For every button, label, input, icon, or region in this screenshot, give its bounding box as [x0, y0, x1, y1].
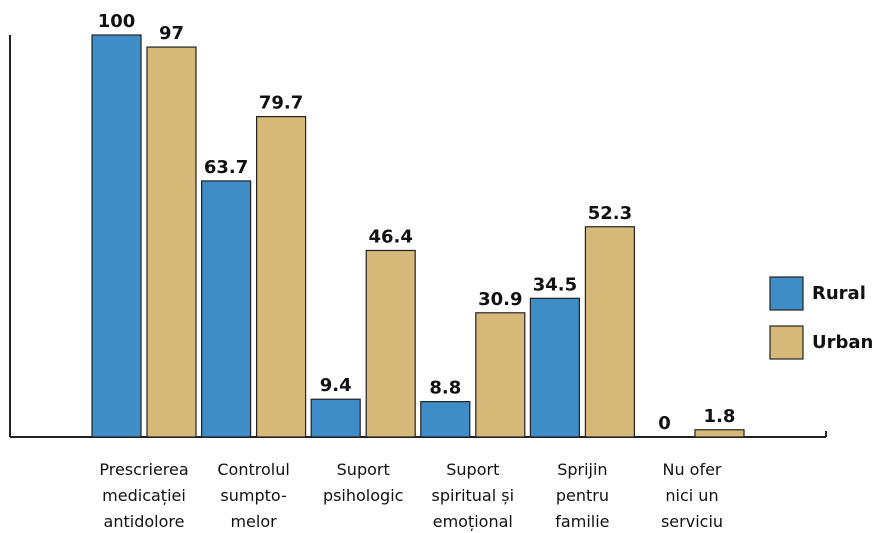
value-label: 9.4: [320, 375, 352, 396]
x-tick-label: Suport psihologic: [323, 460, 404, 505]
value-label: 0: [658, 413, 671, 434]
value-label: 30.9: [478, 289, 522, 310]
bar: [694, 429, 745, 438]
bar: [146, 46, 197, 438]
bar: [365, 249, 416, 438]
value-label: 79.7: [259, 93, 303, 114]
value-label: 46.4: [368, 226, 412, 247]
x-tick-label-line: Sprijin: [557, 460, 607, 479]
x-tick-label: Sprijin pentru familie: [555, 460, 609, 531]
legend-label: Rural: [812, 283, 866, 304]
value-label: 97: [159, 23, 184, 44]
x-tick-label-line: nici un: [665, 486, 718, 505]
x-tick-label-line: Suport: [446, 460, 499, 479]
x-tick-label-line: Prescrierea: [99, 460, 188, 479]
value-label: 63.7: [204, 157, 248, 178]
x-tick-label-line: spiritual și: [432, 486, 515, 505]
x-tick-label-line: Suport: [337, 460, 390, 479]
x-tick-label-line: sumpto-: [220, 486, 286, 505]
x-tick-label-line: pentru: [556, 486, 609, 505]
value-label: 100: [98, 11, 136, 32]
bar: [91, 34, 142, 438]
bar: [310, 398, 361, 438]
legend-swatch: [769, 276, 804, 311]
x-tick-label-line: Nu ofer: [662, 460, 721, 479]
bar: [584, 226, 636, 438]
x-tick-label-line: emoțional: [433, 512, 513, 531]
legend-label: Urban: [812, 332, 873, 353]
value-label: 1.8: [704, 406, 736, 427]
value-label: 34.5: [533, 274, 577, 295]
x-tick-label-line: familie: [555, 512, 609, 531]
bar: [475, 312, 526, 438]
x-tick-label-line: Controlul: [217, 460, 289, 479]
x-tick-label-line: melor: [230, 512, 277, 531]
x-tick-label-line: antidolore: [104, 512, 185, 531]
x-tick-label: Suport spiritual și emoțional: [432, 460, 515, 531]
x-tick-label-line: medicației: [102, 486, 186, 505]
value-label: 8.8: [429, 378, 461, 399]
bar: [420, 401, 471, 438]
x-tick-label: Controlul sumpto-melor: [217, 460, 289, 531]
bar: [201, 180, 252, 438]
value-label: 52.3: [588, 203, 632, 224]
x-tick-label: Prescrierea medicației antidolore: [99, 460, 188, 531]
bar: [529, 297, 581, 438]
legend-swatch: [769, 325, 804, 360]
x-tick-label-line: psihologic: [323, 486, 404, 505]
bar: [256, 116, 307, 438]
x-tick-label-line: serviciu: [661, 512, 723, 531]
x-tick-label: Nu ofer nici un serviciu: [661, 460, 723, 531]
